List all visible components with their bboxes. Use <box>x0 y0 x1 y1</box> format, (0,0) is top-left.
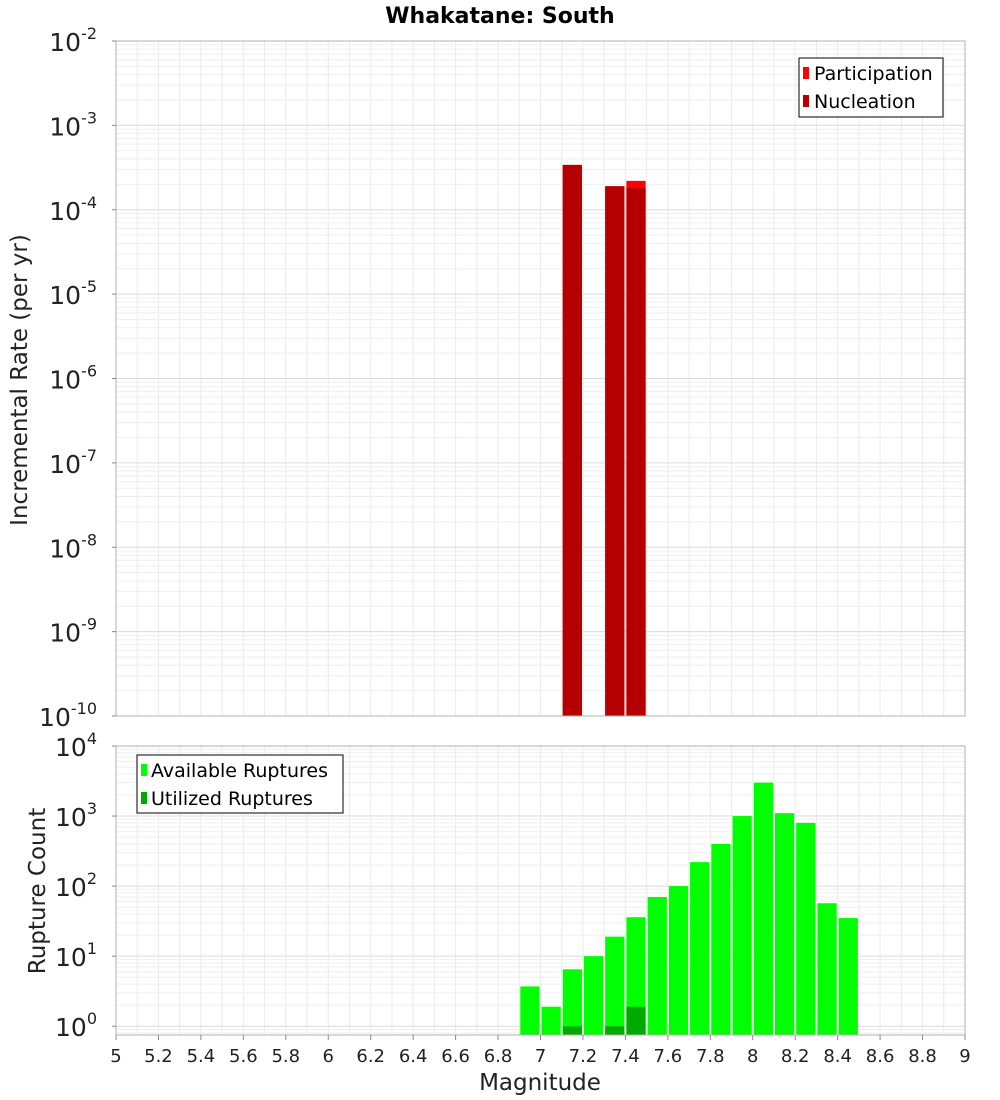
bar-nucleation <box>605 186 625 716</box>
bar-available-ruptures <box>668 886 689 1035</box>
rate-y-tick-label: 10-2 <box>49 24 97 57</box>
count-y-tick-label: 103 <box>55 799 97 832</box>
bar-available-ruptures <box>774 813 795 1035</box>
x-ticks: 5 5.2 5.4 5.6 5.8 6 6.2 6.4 6.6 6.8 7 7.2 7.4 7.6 7.8 8… <box>110 1035 971 1067</box>
rate-y-tick-label: 10-8 <box>49 530 97 563</box>
count-panel: 100 101 102 103 104 5 5.2 5.4 5.6 5.8 6 6.2 6.4 6.6 6… <box>25 729 971 1096</box>
bar-available-ruptures <box>520 986 540 1035</box>
count-legend-box <box>136 754 344 814</box>
legend-swatch-participation <box>803 67 809 79</box>
x-tick-label: 7.2 <box>569 1046 598 1067</box>
x-tick-label: 7.8 <box>696 1046 725 1067</box>
bar-available-ruptures <box>796 822 816 1035</box>
rate-legend: Participation Nucleation <box>798 57 944 118</box>
bar-available-ruptures <box>605 936 625 1035</box>
bar-available-ruptures <box>647 896 667 1035</box>
rate-panel: 10-10 10-9 10-8 10-7 10-6 10-5 10-4 10-3 10-2 In… <box>7 24 966 732</box>
rate-y-tick-label: 10-7 <box>49 446 97 479</box>
x-tick-label: 5 <box>110 1046 121 1067</box>
x-tick-label: 6 <box>323 1046 334 1067</box>
x-tick-label: 7.6 <box>654 1046 683 1067</box>
rate-y-tick-label: 10-6 <box>49 362 97 395</box>
count-y-axis-label: Rupture Count <box>25 808 51 974</box>
legend-label-nucleation: Nucleation <box>814 91 916 113</box>
x-tick-label: 6.8 <box>484 1046 513 1067</box>
bar-available-ruptures <box>711 843 731 1035</box>
rate-y-tick-label: 10-4 <box>49 193 97 226</box>
count-y-tick-label: 100 <box>55 1009 97 1042</box>
count-y-tick-label: 102 <box>55 869 97 902</box>
x-tick-label: 9 <box>959 1046 970 1067</box>
count-y-tick-label: 104 <box>55 729 97 762</box>
legend-label-utilized: Utilized Ruptures <box>151 788 313 810</box>
bar-available-ruptures <box>838 918 858 1035</box>
rate-y-ticks: 10-10 10-9 10-8 10-7 10-6 10-5 10-4 10-3 10-2 <box>39 24 116 732</box>
x-tick-label: 5.8 <box>271 1046 300 1067</box>
x-tick-label: 8.6 <box>866 1046 895 1067</box>
x-tick-label: 7.4 <box>611 1046 640 1067</box>
bar-available-ruptures <box>626 917 646 1035</box>
bar-available-ruptures <box>541 1006 561 1035</box>
rate-grid <box>115 41 966 717</box>
legend-label-available: Available Ruptures <box>151 760 328 782</box>
rate-y-axis-label: Incremental Rate (per yr) <box>7 234 33 526</box>
x-axis-label: Magnitude <box>479 1070 601 1096</box>
rate-y-tick-label: 10-10 <box>39 699 97 732</box>
x-tick-label: 6.2 <box>356 1046 385 1067</box>
bar-utilized-ruptures <box>626 1006 646 1035</box>
bar-nucleation <box>626 188 646 717</box>
x-tick-label: 6.4 <box>399 1046 428 1067</box>
x-tick-label: 5.4 <box>187 1046 216 1067</box>
count-bars <box>520 782 858 1035</box>
bar-nucleation <box>562 164 582 716</box>
bar-available-ruptures <box>732 816 752 1035</box>
x-tick-label: 8.4 <box>823 1046 852 1067</box>
count-y-tick-label: 101 <box>55 939 97 972</box>
rate-y-tick-label: 10-5 <box>49 277 97 310</box>
x-tick-label: 5.2 <box>144 1046 173 1067</box>
bar-available-ruptures <box>562 969 582 1035</box>
bar-available-ruptures <box>817 903 837 1035</box>
count-legend: Available Ruptures Utilized Ruptures <box>136 754 344 814</box>
legend-swatch-nucleation <box>803 95 809 107</box>
bar-utilized-ruptures <box>605 1026 625 1035</box>
x-tick-label: 8.8 <box>908 1046 937 1067</box>
bar-available-ruptures <box>753 782 773 1035</box>
x-tick-label: 5.6 <box>229 1046 258 1067</box>
legend-label-participation: Participation <box>814 63 933 85</box>
rate-legend-box <box>798 57 944 118</box>
x-tick-label: 7 <box>535 1046 546 1067</box>
x-tick-label: 8.2 <box>781 1046 810 1067</box>
bar-available-ruptures <box>583 956 604 1035</box>
x-tick-label: 8 <box>747 1046 758 1067</box>
rate-bars <box>562 164 646 717</box>
rate-y-tick-label: 10-3 <box>49 108 97 141</box>
bar-available-ruptures <box>690 862 710 1035</box>
x-tick-label: 6.6 <box>441 1046 470 1067</box>
legend-swatch-utilized <box>141 792 147 804</box>
legend-swatch-available <box>141 764 147 776</box>
rate-y-tick-label: 10-9 <box>49 615 97 648</box>
chart-title: Whakatane: South <box>385 4 614 29</box>
bar-utilized-ruptures <box>562 1026 582 1035</box>
count-y-ticks: 100 101 102 103 104 <box>55 729 116 1042</box>
